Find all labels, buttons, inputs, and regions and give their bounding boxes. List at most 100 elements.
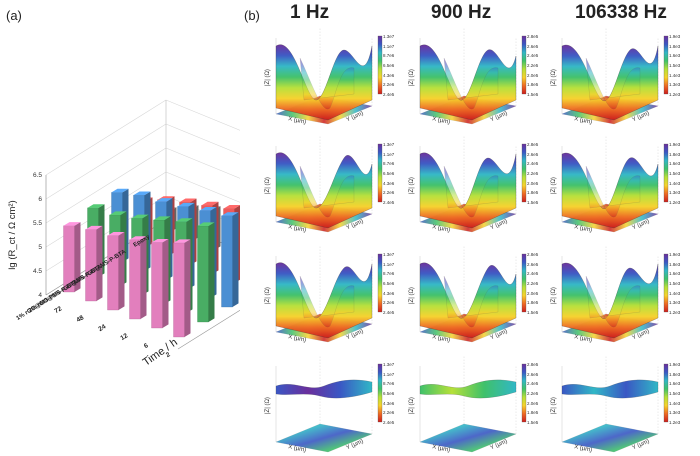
bar-top — [131, 214, 149, 219]
colorbar-tick: 1.1e7 — [383, 151, 395, 157]
bar-top — [151, 238, 169, 243]
z-axis-label: |Z| (Ω) — [265, 287, 271, 304]
gridline — [45, 123, 167, 200]
bar — [173, 239, 191, 338]
bar-top — [199, 207, 217, 211]
colorbar-tick: 2.2e5 — [527, 391, 539, 396]
bar-top — [179, 198, 197, 203]
colorbar — [521, 143, 527, 203]
colorbar-tick: 1.8e5 — [527, 410, 539, 416]
colorbar-tick: 2.2e6 — [383, 190, 395, 196]
bar-front — [107, 235, 119, 311]
colorbar-tick: 1.6e3 — [669, 161, 681, 167]
surface-plot-tile: 2.8e5 2.6e5 2.4e5 2.2e5 2.0e5 1.8e5 1.5e5 |Z| (… — [408, 136, 538, 236]
surface-plot — [275, 28, 383, 125]
floor-contour — [276, 424, 372, 452]
gridline — [165, 123, 240, 155]
colorbar — [377, 35, 383, 95]
colorbar — [377, 363, 383, 423]
colorbar-tick: 2.4e5 — [527, 161, 539, 167]
surface-plot-tile: 1.3e7 1.1e7 8.7e6 6.5e6 4.3e6 2.2e6 2.4e5 |Z| (… — [264, 28, 394, 128]
z-axis-label: |Z| (Ω) — [265, 397, 271, 414]
colorbar-tick: 2.4e5 — [383, 420, 395, 425]
colorbar-tick: 2.4e5 — [527, 271, 539, 277]
colorbar-tick: 8.7e6 — [383, 271, 395, 277]
z-axis-label: |Z| (Ω) — [409, 287, 415, 304]
bar-chart-3d: 44.555.566.51% rGO@MS-P2% rGO@MS-P-BTA1%… — [7, 99, 240, 369]
bar-top — [87, 204, 105, 208]
z-axis-label: |Z| (Ω) — [409, 397, 415, 414]
colorbar-tick: 1.2e3 — [669, 200, 681, 205]
colorbar-tick: 1.4e3 — [669, 72, 681, 78]
y-tick-label: 6.5 — [33, 172, 42, 179]
colorbar-tick: 1.8e3 — [669, 371, 681, 377]
colorbar-tick: 1.5e5 — [527, 420, 539, 425]
z-axis-label: |Z| (Ω) — [265, 69, 271, 86]
bar-top — [85, 225, 103, 230]
y-tick-label: 4 — [38, 292, 42, 299]
colorbar-tick: 4.3e6 — [383, 400, 395, 406]
panel-b-label: (b) — [244, 8, 260, 23]
colorbar-tick: 1.1e7 — [383, 261, 395, 267]
surface-plot-tile: 2.8e5 2.6e5 2.4e5 2.2e5 2.0e5 1.8e5 1.5e5 |Z| (… — [408, 246, 538, 346]
colorbar-tick: 1.3e3 — [669, 82, 681, 88]
colorbar — [377, 253, 383, 313]
colorbar-tick: 2.0e5 — [527, 290, 539, 296]
colorbar-tick: 1.3e7 — [383, 34, 395, 39]
y-tick-label: 6 — [38, 196, 42, 203]
floor-contour — [562, 424, 658, 452]
colorbar-tick: 6.5e6 — [383, 281, 395, 286]
bar-top — [111, 188, 129, 193]
bar-side — [74, 222, 81, 292]
y-tick-label: 4.5 — [33, 268, 42, 275]
surface-plot — [275, 136, 383, 233]
surface-plot-tile: 1.3e7 1.1e7 8.7e6 6.5e6 4.3e6 2.2e6 2.4e5 |Z| (… — [264, 356, 394, 456]
z-axis-label: |Z| (Ω) — [551, 69, 557, 86]
y-tick-label: 5 — [38, 244, 42, 251]
y-axis-label: lg (R_ct / Ω cm²) — [7, 200, 18, 269]
bar-top — [201, 201, 219, 206]
colorbar-tick: 1.2e3 — [669, 310, 681, 315]
surface-plot — [561, 246, 669, 343]
surface-plot — [561, 136, 669, 233]
bar-top — [129, 236, 147, 240]
surface-plot — [419, 136, 527, 233]
colorbar-tick: 8.7e6 — [383, 381, 395, 387]
bar-side — [184, 239, 191, 337]
colorbar-tick: 1.4e3 — [669, 180, 681, 186]
bar-side — [118, 232, 125, 310]
colorbar-tick: 1.8e5 — [527, 82, 539, 88]
colorbar-tick: 1.3e7 — [383, 252, 395, 257]
colorbar-tick: 1.5e5 — [527, 200, 539, 205]
colorbar-tick: 1.5e5 — [527, 310, 539, 315]
colorbar-tick: 2.6e5 — [527, 43, 539, 49]
bar-side — [232, 212, 239, 307]
bar-side — [162, 238, 169, 328]
colorbar-tick: 1.6e3 — [669, 381, 681, 387]
colorbar-tick: 4.3e6 — [383, 180, 395, 186]
bar-front — [85, 229, 97, 302]
colorbar — [521, 363, 527, 423]
gridline — [45, 147, 167, 224]
surface-fold — [585, 275, 641, 328]
colorbar-tick: 6.5e6 — [383, 63, 395, 68]
colorbar-tick: 6.5e6 — [383, 171, 395, 176]
colorbar-tick: 1.2e3 — [669, 420, 681, 425]
colorbar — [663, 143, 669, 203]
surface-plot-tile: 1.9e3 1.8e3 1.6e3 1.5e3 1.4e3 1.3e3 1.2e3 |Z| (… — [550, 28, 680, 128]
colorbar-tick: 2.8e5 — [527, 362, 539, 367]
colorbar-tick: 2.8e5 — [527, 252, 539, 257]
category-label: 24 — [97, 323, 107, 333]
colorbar-tick: 1.8e5 — [527, 300, 539, 306]
category-label: 2 — [165, 351, 172, 359]
colorbar-tick: 1.8e5 — [527, 190, 539, 196]
bar-front — [151, 242, 163, 329]
bar — [107, 232, 125, 311]
colorbar-tick: 1.8e3 — [669, 151, 681, 157]
colorbar-tick: 2.8e5 — [527, 142, 539, 147]
colorbar-tick: 1.8e3 — [669, 43, 681, 49]
category-label: 72 — [53, 305, 63, 315]
gridline — [45, 99, 167, 176]
bar-top — [109, 211, 127, 215]
colorbar-tick: 2.4e5 — [383, 92, 395, 97]
